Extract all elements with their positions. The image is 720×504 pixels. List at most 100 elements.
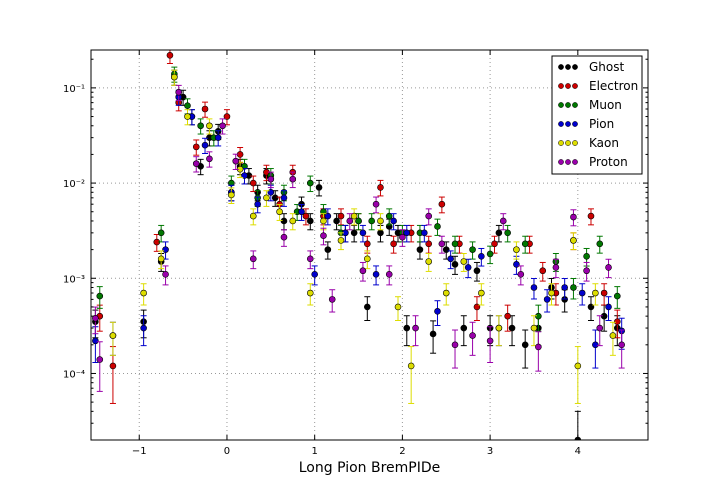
legend-marker [565, 159, 571, 165]
data-point [495, 229, 503, 237]
data-point [271, 194, 279, 202]
data-point [495, 324, 503, 332]
data-point [535, 343, 542, 351]
data-point [416, 246, 424, 253]
data-point [499, 217, 507, 225]
data-point [451, 341, 459, 349]
data-point [508, 324, 516, 332]
data-point [478, 289, 485, 297]
legend-entry: Ghost [589, 60, 624, 74]
data-point [311, 271, 318, 278]
data-point [478, 253, 485, 260]
data-point [460, 258, 468, 265]
data-point [605, 264, 612, 271]
series-proton [92, 84, 625, 392]
data-point [201, 105, 209, 113]
data-point [324, 212, 332, 220]
x-tick-label: 1 [311, 446, 317, 457]
data-point [618, 341, 625, 349]
data-point [486, 337, 494, 345]
data-point [157, 229, 165, 237]
data-point [385, 212, 393, 220]
data-point [574, 362, 582, 370]
legend-marker [565, 102, 571, 108]
data-point [92, 314, 99, 322]
data-point [324, 246, 332, 253]
data-point [390, 217, 397, 225]
data-point [320, 217, 327, 225]
data-point [157, 255, 165, 263]
data-point [434, 307, 441, 315]
data-point [548, 289, 555, 297]
data-point [613, 318, 621, 325]
data-point [171, 73, 178, 81]
data-point [451, 240, 459, 248]
legend-marker [558, 121, 564, 127]
legend-marker [558, 140, 564, 146]
data-point [394, 303, 402, 311]
legend-marker [558, 83, 564, 89]
data-point [543, 296, 551, 303]
data-point [201, 141, 209, 149]
data-point [109, 332, 117, 339]
data-point [451, 261, 459, 268]
data-point [267, 175, 275, 183]
data-point [92, 337, 99, 345]
data-point [403, 229, 411, 237]
data-point [447, 255, 454, 263]
data-point [592, 341, 599, 349]
legend-marker [565, 121, 571, 127]
x-tick-label: 0 [224, 446, 230, 457]
data-point [346, 217, 354, 225]
data-point [486, 250, 494, 258]
data-point [442, 289, 450, 297]
data-point [372, 271, 380, 278]
data-point [469, 332, 476, 339]
data-point [421, 229, 428, 237]
data-point [192, 160, 200, 167]
data-point [364, 303, 371, 311]
data-point [583, 267, 590, 275]
data-point [530, 284, 538, 291]
data-point [596, 324, 604, 332]
data-point [337, 237, 345, 244]
data-point [578, 289, 586, 297]
data-point [280, 217, 288, 225]
series-kaon [109, 69, 617, 404]
data-point [298, 208, 305, 216]
x-tick-label: 2 [399, 446, 405, 457]
data-point [359, 267, 367, 275]
x-tick-label: −1 [132, 446, 147, 457]
plot-frame [90, 49, 649, 441]
data-point [613, 292, 621, 300]
legend-marker [572, 102, 578, 108]
data-point [460, 324, 468, 332]
data-point [521, 240, 529, 248]
data-point [162, 271, 169, 278]
data-point [350, 229, 358, 237]
data-point [469, 246, 476, 253]
data-point [592, 289, 599, 297]
legend-marker [572, 140, 578, 146]
data-point [473, 267, 481, 275]
data-point [570, 237, 577, 244]
data-point [517, 271, 525, 278]
data-point [425, 258, 433, 265]
data-point [320, 232, 327, 240]
data-point [263, 194, 270, 202]
legend-box [551, 55, 643, 175]
data-point [530, 324, 538, 332]
data-point [399, 233, 406, 241]
data-point [306, 255, 314, 263]
data-point [605, 303, 612, 311]
data-point [390, 240, 397, 248]
data-point [438, 240, 446, 248]
data-point [228, 191, 235, 199]
legend-marker [565, 83, 571, 89]
legend-marker [572, 83, 578, 89]
data-point [333, 217, 340, 225]
legend-marker [558, 159, 564, 165]
data-point [219, 122, 226, 130]
y-tick-label: 10⁻² [63, 179, 85, 190]
data-point [328, 296, 336, 303]
